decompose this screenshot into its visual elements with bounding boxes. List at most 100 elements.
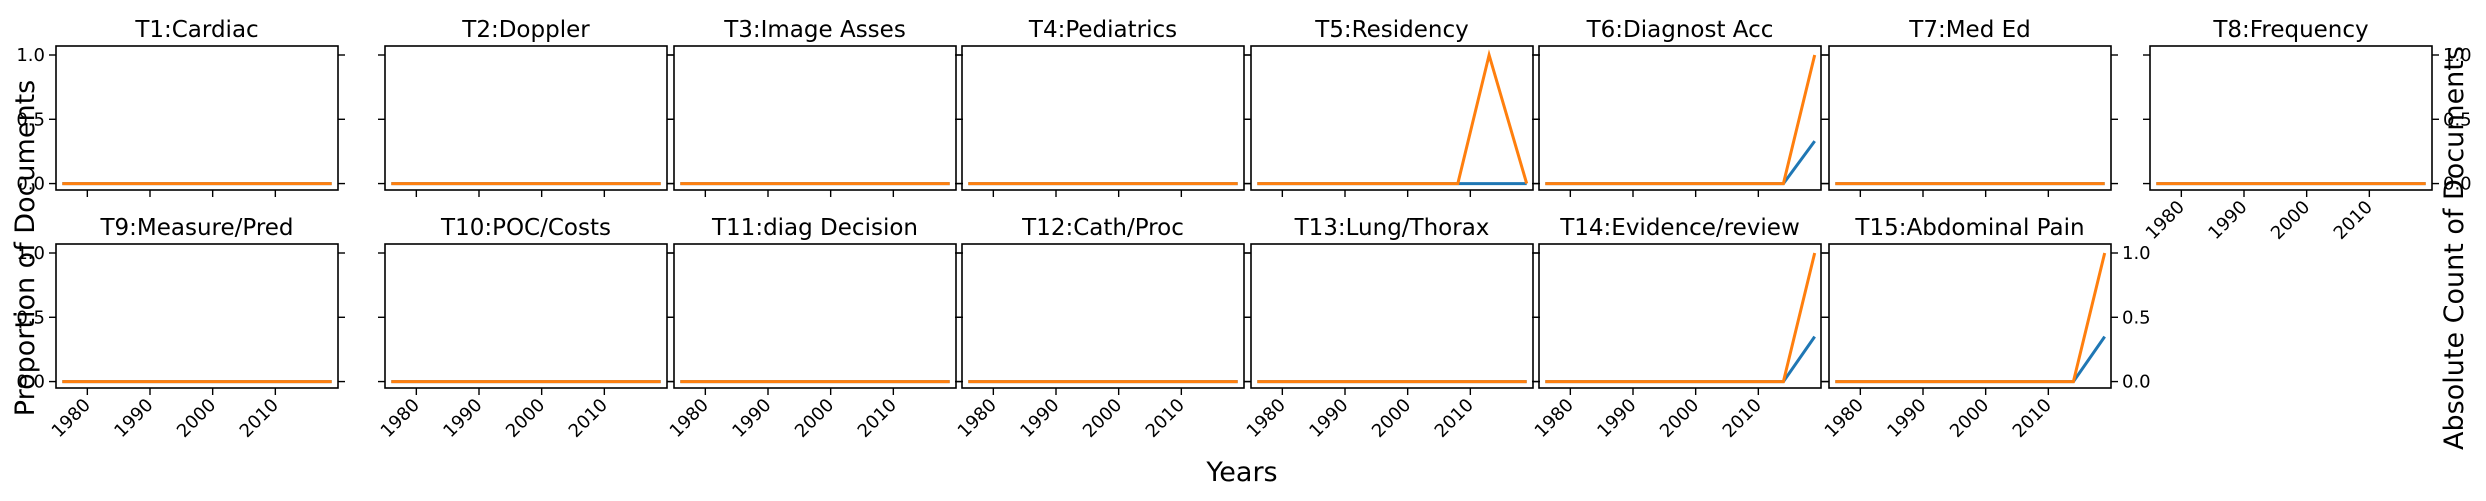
panel-title: T13:Lung/Thorax — [1294, 215, 1490, 241]
panel-8: T8:Frequency 1980 1990 2000 2010 0.0 0.5 1.0 — [2142, 17, 2472, 244]
x-tick-label: 2000 — [1946, 395, 1993, 442]
plot-frame — [384, 45, 668, 191]
y-tick-label-left: 0.5 — [16, 109, 45, 130]
panel-7: T7:Med Ed — [1822, 17, 2118, 197]
plot-frame — [1250, 243, 1534, 389]
series-line-2 — [1835, 252, 2107, 384]
y-tick-label-left: 1.0 — [16, 243, 45, 264]
y-axis-label-right: Absolute Count of Documents — [2439, 46, 2470, 450]
y-axis-label-left: Proportion of Documents — [10, 80, 41, 416]
y-tick-label-right: 0.5 — [2122, 307, 2151, 328]
panel-title: T6:Diagnost Acc — [1586, 17, 1774, 43]
x-tick-label: 2000 — [2267, 197, 2314, 244]
y-tick-label-right: 0.0 — [2443, 174, 2472, 195]
plot-frame — [2149, 45, 2433, 191]
x-tick-label: 2010 — [1142, 395, 1189, 442]
x-tick-label: 2000 — [791, 395, 838, 442]
y-tick-label-right: 0.5 — [2443, 109, 2472, 130]
plot-frame — [961, 243, 1245, 389]
series-line-2 — [1545, 54, 1817, 186]
y-tick-label-left: 0.0 — [16, 372, 45, 393]
panel-6: T6:Diagnost Acc — [1532, 17, 1828, 197]
x-tick-label: 2010 — [1431, 395, 1478, 442]
plot-frame — [1538, 45, 1822, 191]
x-tick-label: 1990 — [728, 395, 775, 442]
panel-title: T8:Frequency — [2212, 17, 2368, 43]
y-tick-label-left: 0.5 — [16, 307, 45, 328]
plot-frame — [673, 45, 957, 191]
panel-1: T1:Cardiac 0.0 0.5 1.0 — [16, 17, 345, 197]
x-tick-label: 2000 — [173, 395, 220, 442]
panel-title: T3:Image Asses — [723, 17, 906, 43]
x-tick-label: 2010 — [854, 395, 901, 442]
y-tick-label-right: 1.0 — [2122, 243, 2151, 264]
x-tick-label: 1990 — [1305, 395, 1352, 442]
plot-frame — [961, 45, 1245, 191]
x-tick-label: 1990 — [1016, 395, 1063, 442]
panel-title: T14:Evidence/review — [1559, 215, 1800, 241]
x-tick-label: 2000 — [502, 395, 549, 442]
panel-11: T11:diag Decision 1980 1990 2000 2010 — [666, 215, 963, 442]
x-tick-label: 1990 — [1593, 395, 1640, 442]
x-tick-label: 1980 — [1821, 395, 1868, 442]
panel-14: T14:Evidence/review 1980 1990 2000 2010 — [1531, 215, 1828, 442]
panel-title: T15:Abdominal Pain — [1854, 215, 2084, 241]
x-tick-label: 1980 — [666, 395, 713, 442]
x-tick-label: 1990 — [2204, 197, 2251, 244]
panel-4: T4:Pediatrics — [955, 17, 1251, 197]
plot-frame — [55, 45, 339, 191]
x-tick-label: 2010 — [2330, 197, 2377, 244]
panel-10: T10:POC/Costs 1980 1990 2000 2010 — [377, 215, 674, 442]
series-line-2 — [1545, 252, 1817, 384]
plot-frame — [384, 243, 668, 389]
panel-title: T1:Cardiac — [134, 17, 258, 43]
y-tick-label-right: 0.0 — [2122, 372, 2151, 393]
x-tick-label: 1980 — [1531, 395, 1578, 442]
series-line-2 — [1257, 49, 1529, 186]
plot-frame — [55, 243, 339, 389]
series-line-1 — [1545, 335, 1816, 384]
x-tick-label: 1980 — [1243, 395, 1290, 442]
x-tick-label: 1980 — [2142, 197, 2189, 244]
x-tick-label: 1990 — [439, 395, 486, 442]
panels-group: T1:Cardiac 0.0 0.5 1.0 T2:Doppler T3:Image As… — [16, 17, 2471, 442]
panel-2: T2:Doppler — [378, 17, 674, 197]
panel-title: T2:Doppler — [461, 17, 590, 43]
x-tick-label: 2010 — [565, 395, 612, 442]
x-tick-label: 1980 — [48, 395, 95, 442]
panel-15: T15:Abdominal Pain 1980 1990 2000 2010 0.0 0.5… — [1821, 215, 2151, 442]
panel-12: T12:Cath/Proc 1980 1990 2000 2010 — [954, 215, 1251, 442]
x-tick-label: 2010 — [236, 395, 283, 442]
panel-3: T3:Image Asses — [667, 17, 963, 197]
panel-title: T5:Residency — [1314, 17, 1469, 43]
x-tick-label: 2010 — [2009, 395, 2056, 442]
panel-5: T5:Residency — [1244, 17, 1540, 197]
x-tick-label: 1980 — [954, 395, 1001, 442]
x-tick-label: 2000 — [1368, 395, 1415, 442]
plot-frame — [1828, 45, 2112, 191]
panel-title: T10:POC/Costs — [440, 215, 611, 241]
panel-title: T7:Med Ed — [1908, 17, 2030, 43]
panel-title: T9:Measure/Pred — [99, 215, 293, 241]
series-line-1 — [1545, 140, 1816, 186]
plot-frame — [1828, 243, 2112, 389]
panel-9: T9:Measure/Pred 1980 1990 2000 2010 0.0 0.5 1.0 — [16, 215, 345, 442]
panel-13: T13:Lung/Thorax 1980 1990 2000 2010 — [1243, 215, 1540, 442]
panel-title: T4:Pediatrics — [1028, 17, 1177, 43]
x-tick-label: 2000 — [1656, 395, 1703, 442]
x-tick-label: 1990 — [1883, 395, 1930, 442]
series-line-1 — [1835, 335, 2106, 384]
x-tick-label: 1980 — [377, 395, 424, 442]
panel-title: T11:diag Decision — [711, 215, 918, 241]
y-tick-label-left: 1.0 — [16, 45, 45, 66]
plot-frame — [1250, 45, 1534, 191]
x-axis-label: Years — [1205, 457, 1277, 488]
y-tick-label-right: 1.0 — [2443, 45, 2472, 66]
plot-frame — [1538, 243, 1822, 389]
panel-title: T12:Cath/Proc — [1021, 215, 1184, 241]
plot-frame — [673, 243, 957, 389]
x-tick-label: 1990 — [110, 395, 157, 442]
x-tick-label: 2000 — [1079, 395, 1126, 442]
x-tick-label: 2010 — [1719, 395, 1766, 442]
